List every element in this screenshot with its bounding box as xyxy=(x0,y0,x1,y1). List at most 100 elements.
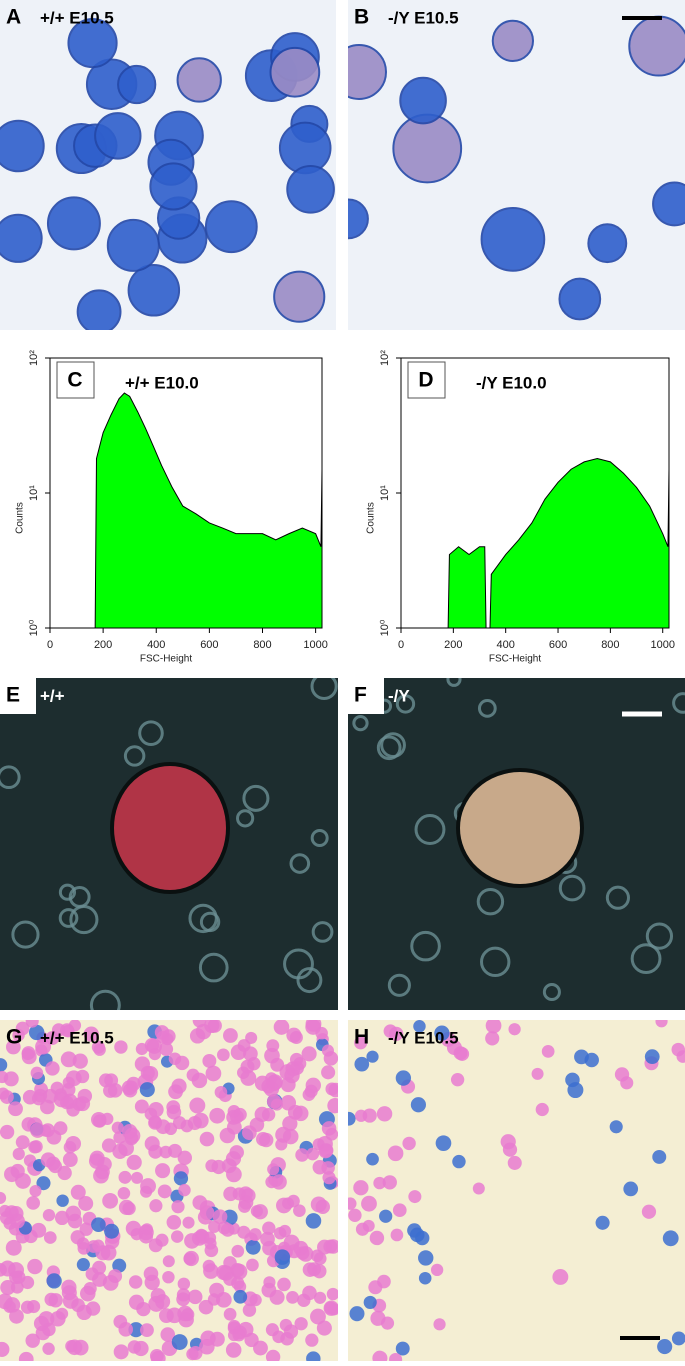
cell xyxy=(118,1170,132,1184)
cell xyxy=(155,1294,171,1310)
cell xyxy=(9,1270,23,1285)
cell xyxy=(395,694,416,714)
cell xyxy=(0,1090,14,1104)
x-tick-label: 200 xyxy=(444,639,462,651)
cell xyxy=(67,1213,83,1229)
cell xyxy=(88,1153,105,1169)
cell xyxy=(125,1220,142,1237)
x-tick-label: 400 xyxy=(497,639,515,651)
panel-label: -/Y E10.5 xyxy=(388,1028,459,1047)
cell xyxy=(348,198,369,240)
cell xyxy=(541,1045,555,1058)
cell xyxy=(117,1186,131,1200)
cell xyxy=(199,1205,215,1221)
cell xyxy=(231,1244,245,1258)
cell xyxy=(485,1020,502,1034)
cell xyxy=(476,887,505,916)
cell xyxy=(68,1020,82,1032)
cell xyxy=(171,1230,184,1243)
cell xyxy=(362,1108,377,1123)
cell xyxy=(225,1342,242,1358)
cell xyxy=(177,1150,192,1166)
cell xyxy=(392,1203,407,1218)
cell xyxy=(148,1101,164,1118)
cell xyxy=(202,1053,217,1068)
cell xyxy=(256,1131,271,1147)
cell xyxy=(198,952,229,983)
cell xyxy=(285,1061,301,1077)
cell xyxy=(472,1182,485,1195)
cell xyxy=(113,1344,129,1360)
cell xyxy=(8,1101,23,1117)
cell xyxy=(27,1258,43,1275)
cell xyxy=(195,1229,210,1244)
cell xyxy=(114,1040,128,1054)
cell xyxy=(395,1341,410,1356)
cell xyxy=(282,1128,299,1145)
cell xyxy=(31,1222,47,1238)
cell xyxy=(567,1082,584,1099)
cell xyxy=(113,1314,128,1329)
cell xyxy=(280,1095,297,1111)
cell xyxy=(306,1147,320,1161)
panel-letter-box xyxy=(407,361,446,399)
cell xyxy=(60,1051,77,1068)
panel-letter: G xyxy=(6,1026,22,1049)
cell xyxy=(209,1282,225,1298)
cell xyxy=(310,1308,326,1325)
cell xyxy=(450,1072,465,1087)
cell xyxy=(485,1031,500,1046)
cell xyxy=(304,1084,318,1098)
micrograph: A +/+ E10.5 xyxy=(0,0,336,330)
cell xyxy=(140,1065,155,1081)
cell xyxy=(166,1100,181,1115)
cell xyxy=(321,1065,336,1080)
panel-letter: H xyxy=(354,1026,369,1049)
cell xyxy=(244,1332,259,1348)
cell xyxy=(192,1195,208,1210)
cell xyxy=(671,1042,685,1057)
cell xyxy=(418,1250,434,1266)
cell xyxy=(98,1073,113,1088)
cell xyxy=(128,1322,144,1338)
cell xyxy=(558,277,602,321)
cell xyxy=(18,1351,34,1361)
cell xyxy=(62,1076,75,1089)
cell xyxy=(372,1350,388,1361)
cell xyxy=(500,1134,516,1150)
cell xyxy=(35,1038,52,1055)
cell xyxy=(216,1264,232,1281)
panel-label: +/+ xyxy=(40,686,65,705)
cell xyxy=(128,1275,143,1289)
y-tick-label: 10² xyxy=(28,350,40,366)
cell xyxy=(223,1307,237,1321)
cell xyxy=(630,943,662,975)
cell xyxy=(46,1273,62,1289)
cell xyxy=(269,46,321,98)
cell xyxy=(508,1023,521,1036)
cell xyxy=(20,1300,35,1314)
cell xyxy=(36,1176,51,1191)
cell xyxy=(369,1230,385,1246)
cell xyxy=(171,1334,188,1350)
cell xyxy=(376,1106,393,1122)
cell xyxy=(134,1099,149,1114)
cell xyxy=(4,1166,20,1183)
cell xyxy=(242,784,270,812)
cell xyxy=(370,1310,386,1326)
cell xyxy=(53,1121,68,1136)
cell xyxy=(104,1234,120,1249)
cell xyxy=(274,1227,287,1240)
cell xyxy=(0,1058,8,1072)
cell xyxy=(262,1240,277,1256)
panel-letter: B xyxy=(354,6,369,29)
cell xyxy=(296,967,323,994)
cell xyxy=(187,1289,203,1305)
cell xyxy=(80,1285,96,1302)
cell xyxy=(240,1070,257,1086)
cell xyxy=(131,1171,144,1184)
cell xyxy=(30,1066,44,1080)
cell xyxy=(31,1091,46,1106)
cell xyxy=(65,1135,82,1152)
